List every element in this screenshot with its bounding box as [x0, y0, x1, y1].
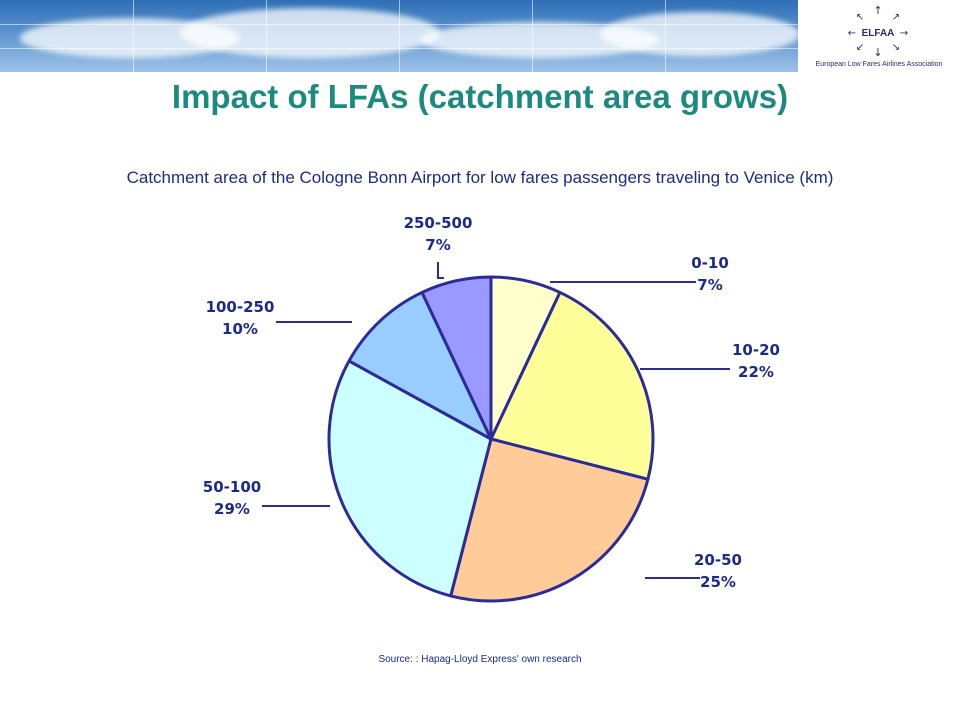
slice-label-20-50: 20-50 — [694, 551, 742, 569]
slice-percent-100-250: 10% — [222, 320, 258, 338]
svg-text:↖: ↖ — [856, 12, 864, 23]
slice-percent-50-100: 29% — [214, 500, 250, 518]
pie-slice-20-50 — [449, 437, 650, 603]
org-tagline: European Low Fares Airlines Association — [815, 61, 943, 68]
header-banner — [0, 0, 798, 72]
logo-text: ELFAA — [862, 28, 895, 39]
slice-label-100-250: 100-250 — [206, 298, 275, 316]
chart-subtitle: Catchment area of the Cologne Bonn Airpo… — [126, 168, 834, 187]
slice-label-0-10: 0-10 — [691, 254, 729, 272]
svg-text:←: ← — [848, 28, 856, 39]
slice-percent-0-10: 7% — [697, 276, 722, 294]
slice-percent-10-20: 22% — [738, 363, 774, 381]
slice-label-10-20: 10-20 — [732, 341, 780, 359]
page-title: Impact of LFAs (catchment area grows) — [171, 78, 789, 115]
elfaa-logo: ↑ ↓ ↖ ↗ ↙ ↘ ← → ELFAA European Low Fares… — [798, 0, 960, 72]
pie-slice-10-20 — [489, 290, 655, 481]
svg-text:→: → — [900, 28, 908, 39]
pie-slice-50-100 — [327, 359, 493, 598]
svg-text:↓: ↓ — [873, 46, 882, 59]
slice-label-250-500: 250-500 — [404, 214, 473, 232]
pie-slice-100-250 — [347, 290, 493, 441]
svg-text:↘: ↘ — [892, 42, 900, 53]
slice-label-50-100: 50-100 — [203, 478, 261, 496]
svg-text:↗: ↗ — [892, 12, 900, 23]
svg-text:↑: ↑ — [873, 4, 882, 17]
elfaa-logo-icon: ↑ ↓ ↖ ↗ ↙ ↘ ← → ELFAA — [848, 4, 908, 59]
svg-text:↙: ↙ — [856, 42, 864, 53]
slice-percent-20-50: 25% — [700, 573, 736, 591]
source-note: Source: : Hapag-Lloyd Express' own resea… — [378, 654, 582, 665]
leader-line-250-500 — [437, 262, 444, 279]
pie-slice-250-500 — [420, 275, 493, 441]
slice-percent-250-500: 7% — [425, 236, 450, 254]
